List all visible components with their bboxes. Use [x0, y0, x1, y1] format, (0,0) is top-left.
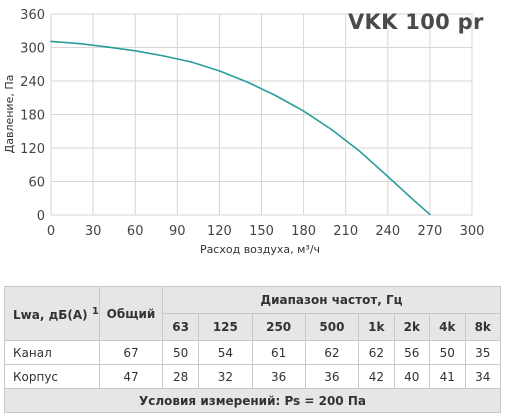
data-point [50, 40, 52, 43]
y-tick-label: 180 [20, 109, 45, 124]
value-cell: 41 [429, 364, 466, 389]
x-tick-label: 240 [375, 224, 400, 239]
x-tick-label: 180 [291, 224, 316, 239]
value-cell: 36 [251, 364, 306, 389]
x-tick-label: 0 [47, 224, 55, 239]
freq-header-cell: 2k [393, 313, 431, 342]
total-header: Общий [99, 285, 163, 342]
x-tick-label: 30 [85, 224, 102, 239]
table-row: Корпус 47 28 32 36 36 42 40 41 34 [4, 364, 501, 389]
row-header-footnote: 1 [91, 305, 99, 317]
value-cell: 35 [464, 340, 501, 366]
y-tick-label: 360 [20, 8, 45, 23]
freq-header-cell: 1k [358, 313, 395, 342]
row-header-cell: Lwa, дБ(A) 1 [4, 285, 100, 342]
value-cell: 50 [161, 340, 200, 366]
value-cell: 62 [358, 340, 395, 366]
x-tick-label: 270 [417, 224, 442, 239]
y-tick-label: 60 [28, 176, 45, 191]
x-tick-label: 120 [207, 224, 232, 239]
data-point [106, 46, 108, 48]
y-tick-label: 240 [20, 75, 45, 90]
data-point [415, 201, 417, 203]
x-tick-label: 150 [249, 224, 274, 239]
data-point [190, 61, 193, 63]
row-label: Канал [4, 340, 100, 366]
data-point [246, 81, 249, 83]
chart-area: 0 30 60 90 120 150 180 210 240 270 300 0 60 120 180 240… [3, 8, 485, 256]
x-axis-title: Расход воздуха, м³/ч [199, 243, 321, 256]
data-point [274, 94, 277, 97]
row-header-label: Lwa, дБ(A) [13, 307, 88, 322]
series-line [50, 40, 431, 216]
freq-header-cell: 4k [429, 313, 466, 342]
y-axis-title: Давление, Па [3, 74, 16, 154]
total-cell: 47 [99, 364, 163, 389]
x-tick-label: 210 [333, 224, 358, 239]
value-cell: 34 [464, 364, 501, 389]
value-cell: 36 [304, 364, 360, 389]
data-point [330, 128, 333, 131]
row-label: Корпус [4, 364, 100, 389]
data-point [218, 70, 221, 72]
y-tick-label: 120 [20, 142, 45, 157]
value-cell: 56 [393, 340, 431, 366]
data-point [78, 42, 80, 45]
value-cell: 42 [358, 364, 395, 389]
measurement-conditions: Условия измерений: Ps = 200 Па [4, 388, 501, 413]
data-point [302, 110, 305, 112]
freq-range-header: Диапазон частот, Гц [162, 285, 501, 315]
x-tick-label: 90 [169, 224, 186, 239]
total-cell: 67 [99, 340, 163, 366]
freq-header-cell: 8k [464, 313, 501, 342]
value-cell: 40 [393, 364, 431, 389]
freq-header-cell: 250 [251, 313, 306, 342]
y-tick-label: 300 [20, 42, 45, 57]
data-point [134, 50, 136, 52]
freq-header-cell: 125 [198, 313, 253, 342]
pressure-chart: 0 30 60 90 120 150 180 210 240 270 300 0 60 120 180 240… [20, 8, 485, 239]
value-cell: 62 [304, 340, 360, 366]
value-cell: 32 [198, 364, 253, 389]
freq-header-cell: 63 [161, 313, 200, 342]
value-cell: 61 [251, 340, 306, 366]
x-tick-label: 300 [460, 224, 485, 239]
x-tick-label: 60 [127, 224, 144, 239]
freq-header-cell: 500 [304, 313, 360, 342]
data-point [162, 55, 165, 57]
data-point [387, 175, 389, 178]
noise-table: Lwa, дБ(A) 1 Общий Диапазон частот, Гц 6… [4, 285, 501, 413]
value-cell: 28 [161, 364, 200, 389]
chart-title: VKK 100 pr [348, 10, 484, 34]
y-tick-label: 0 [37, 209, 45, 224]
data-point [358, 150, 361, 153]
value-cell: 54 [198, 340, 253, 366]
table-row: Канал 67 50 54 61 62 62 56 50 35 [4, 340, 501, 366]
value-cell: 50 [429, 340, 466, 366]
freq-row: 63 125 250 500 1k 2k 4k 8k [5, 313, 501, 342]
data-point [429, 213, 431, 216]
